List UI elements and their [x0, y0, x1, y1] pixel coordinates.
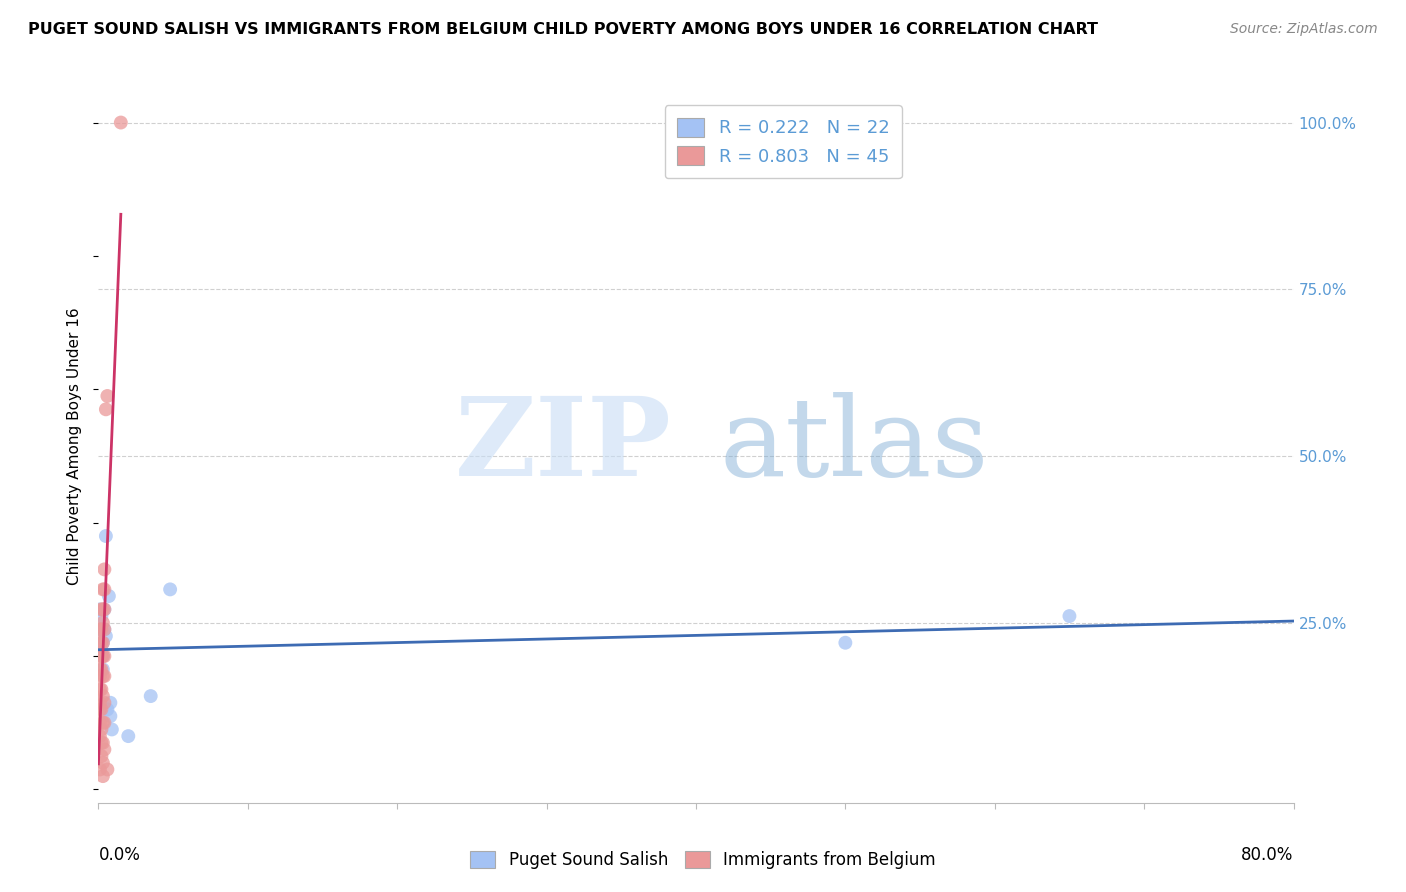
- Point: [89, 702, 111, 716]
- Point: [91, 756, 114, 770]
- Text: atlas: atlas: [720, 392, 990, 500]
- Legend: R = 0.222   N = 22, R = 0.803   N = 45: R = 0.222 N = 22, R = 0.803 N = 45: [665, 105, 903, 178]
- Point: [91, 689, 114, 703]
- Point: [96, 702, 118, 716]
- Point: [89, 682, 111, 697]
- Point: [93, 742, 115, 756]
- Point: [89, 729, 111, 743]
- Point: [91, 736, 114, 750]
- Point: [90, 749, 112, 764]
- Y-axis label: Child Poverty Among Boys Under 16: Child Poverty Among Boys Under 16: [67, 307, 83, 585]
- Point: [91, 649, 114, 664]
- Point: [93, 602, 115, 616]
- Point: [91, 715, 114, 730]
- Point: [91, 636, 114, 650]
- Point: [94, 629, 117, 643]
- Point: [90, 609, 112, 624]
- Point: [89, 669, 111, 683]
- Point: [91, 662, 114, 676]
- Point: [90, 623, 112, 637]
- Point: [93, 696, 115, 710]
- Point: [91, 649, 114, 664]
- Point: [90, 723, 112, 737]
- Point: [100, 709, 122, 723]
- Point: [93, 623, 115, 637]
- Point: [89, 763, 111, 777]
- Point: [89, 662, 111, 676]
- Point: [90, 649, 112, 664]
- Text: ZIP: ZIP: [456, 392, 672, 500]
- Text: 80.0%: 80.0%: [1241, 846, 1294, 863]
- Point: [90, 602, 112, 616]
- Point: [139, 689, 162, 703]
- Point: [91, 615, 114, 630]
- Text: Source: ZipAtlas.com: Source: ZipAtlas.com: [1230, 22, 1378, 37]
- Point: [93, 715, 115, 730]
- Point: [89, 623, 111, 637]
- Point: [89, 715, 111, 730]
- Point: [90, 736, 112, 750]
- Point: [1059, 609, 1081, 624]
- Point: [159, 582, 181, 597]
- Point: [101, 723, 124, 737]
- Point: [91, 602, 114, 616]
- Point: [90, 662, 112, 676]
- Point: [93, 602, 115, 616]
- Point: [96, 763, 118, 777]
- Point: [93, 582, 115, 597]
- Point: [89, 649, 111, 664]
- Point: [91, 582, 114, 597]
- Point: [90, 623, 112, 637]
- Point: [834, 636, 856, 650]
- Point: [89, 602, 111, 616]
- Text: 0.0%: 0.0%: [98, 846, 141, 863]
- Point: [94, 529, 117, 543]
- Point: [91, 669, 114, 683]
- Point: [91, 636, 114, 650]
- Legend: Puget Sound Salish, Immigrants from Belgium: Puget Sound Salish, Immigrants from Belg…: [460, 841, 946, 880]
- Point: [89, 636, 111, 650]
- Point: [93, 562, 115, 576]
- Point: [97, 589, 120, 603]
- Point: [90, 682, 112, 697]
- Point: [91, 769, 114, 783]
- Point: [90, 642, 112, 657]
- Point: [89, 623, 111, 637]
- Point: [117, 729, 139, 743]
- Point: [94, 402, 117, 417]
- Point: [90, 636, 112, 650]
- Point: [93, 669, 115, 683]
- Point: [90, 702, 112, 716]
- Point: [100, 696, 122, 710]
- Point: [96, 389, 118, 403]
- Point: [110, 115, 132, 129]
- Point: [93, 649, 115, 664]
- Point: [93, 623, 115, 637]
- Text: PUGET SOUND SALISH VS IMMIGRANTS FROM BELGIUM CHILD POVERTY AMONG BOYS UNDER 16 : PUGET SOUND SALISH VS IMMIGRANTS FROM BE…: [28, 22, 1098, 37]
- Point: [89, 696, 111, 710]
